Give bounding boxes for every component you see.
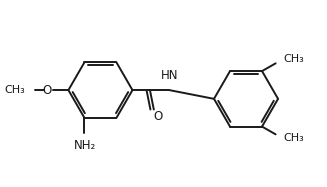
Text: CH₃: CH₃ [284,54,304,65]
Text: CH₃: CH₃ [284,133,304,143]
Text: CH₃: CH₃ [4,85,25,95]
Text: O: O [43,84,52,97]
Text: NH₂: NH₂ [74,139,96,152]
Text: O: O [153,110,162,123]
Text: HN: HN [161,69,178,82]
